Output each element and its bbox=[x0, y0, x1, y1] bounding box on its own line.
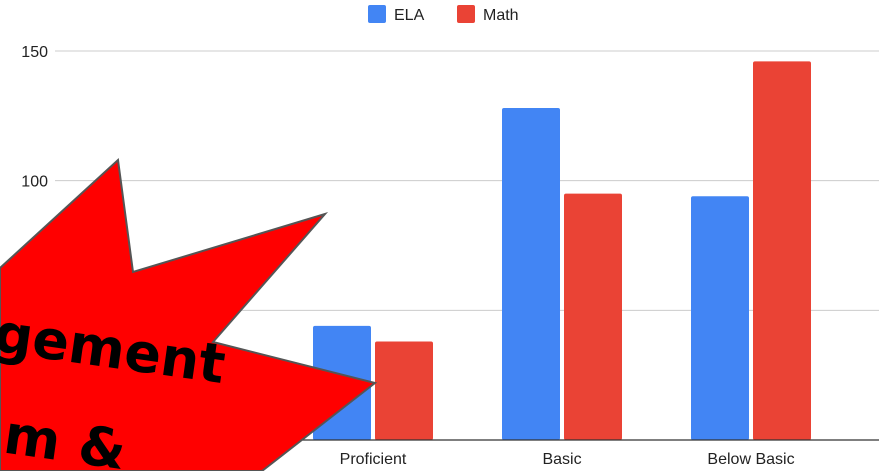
legend-swatch-math bbox=[457, 5, 475, 23]
bar-math-proficient bbox=[375, 341, 433, 440]
bars bbox=[313, 61, 811, 441]
bar-ela-below-basic bbox=[691, 196, 749, 440]
y-axis-ticks: 150 100 bbox=[21, 44, 48, 191]
bar-math-below-basic bbox=[753, 61, 811, 441]
legend: ELA Math bbox=[368, 5, 519, 24]
x-category-label: Basic bbox=[542, 451, 581, 468]
x-axis-categories: Proficient Basic Below Basic bbox=[340, 451, 795, 468]
y-tick-label: 100 bbox=[21, 174, 48, 191]
bar-math-basic bbox=[564, 193, 622, 440]
y-tick-label: 150 bbox=[21, 44, 48, 61]
legend-label-math: Math bbox=[483, 7, 519, 24]
legend-swatch-ela bbox=[368, 5, 386, 23]
x-category-label: Proficient bbox=[340, 451, 407, 468]
starburst-overlay: gement m & bbox=[0, 157, 378, 471]
legend-label-ela: ELA bbox=[394, 7, 425, 24]
x-category-label: Below Basic bbox=[707, 451, 794, 468]
bar-ela-basic bbox=[502, 108, 560, 440]
starburst-shape bbox=[0, 157, 378, 471]
